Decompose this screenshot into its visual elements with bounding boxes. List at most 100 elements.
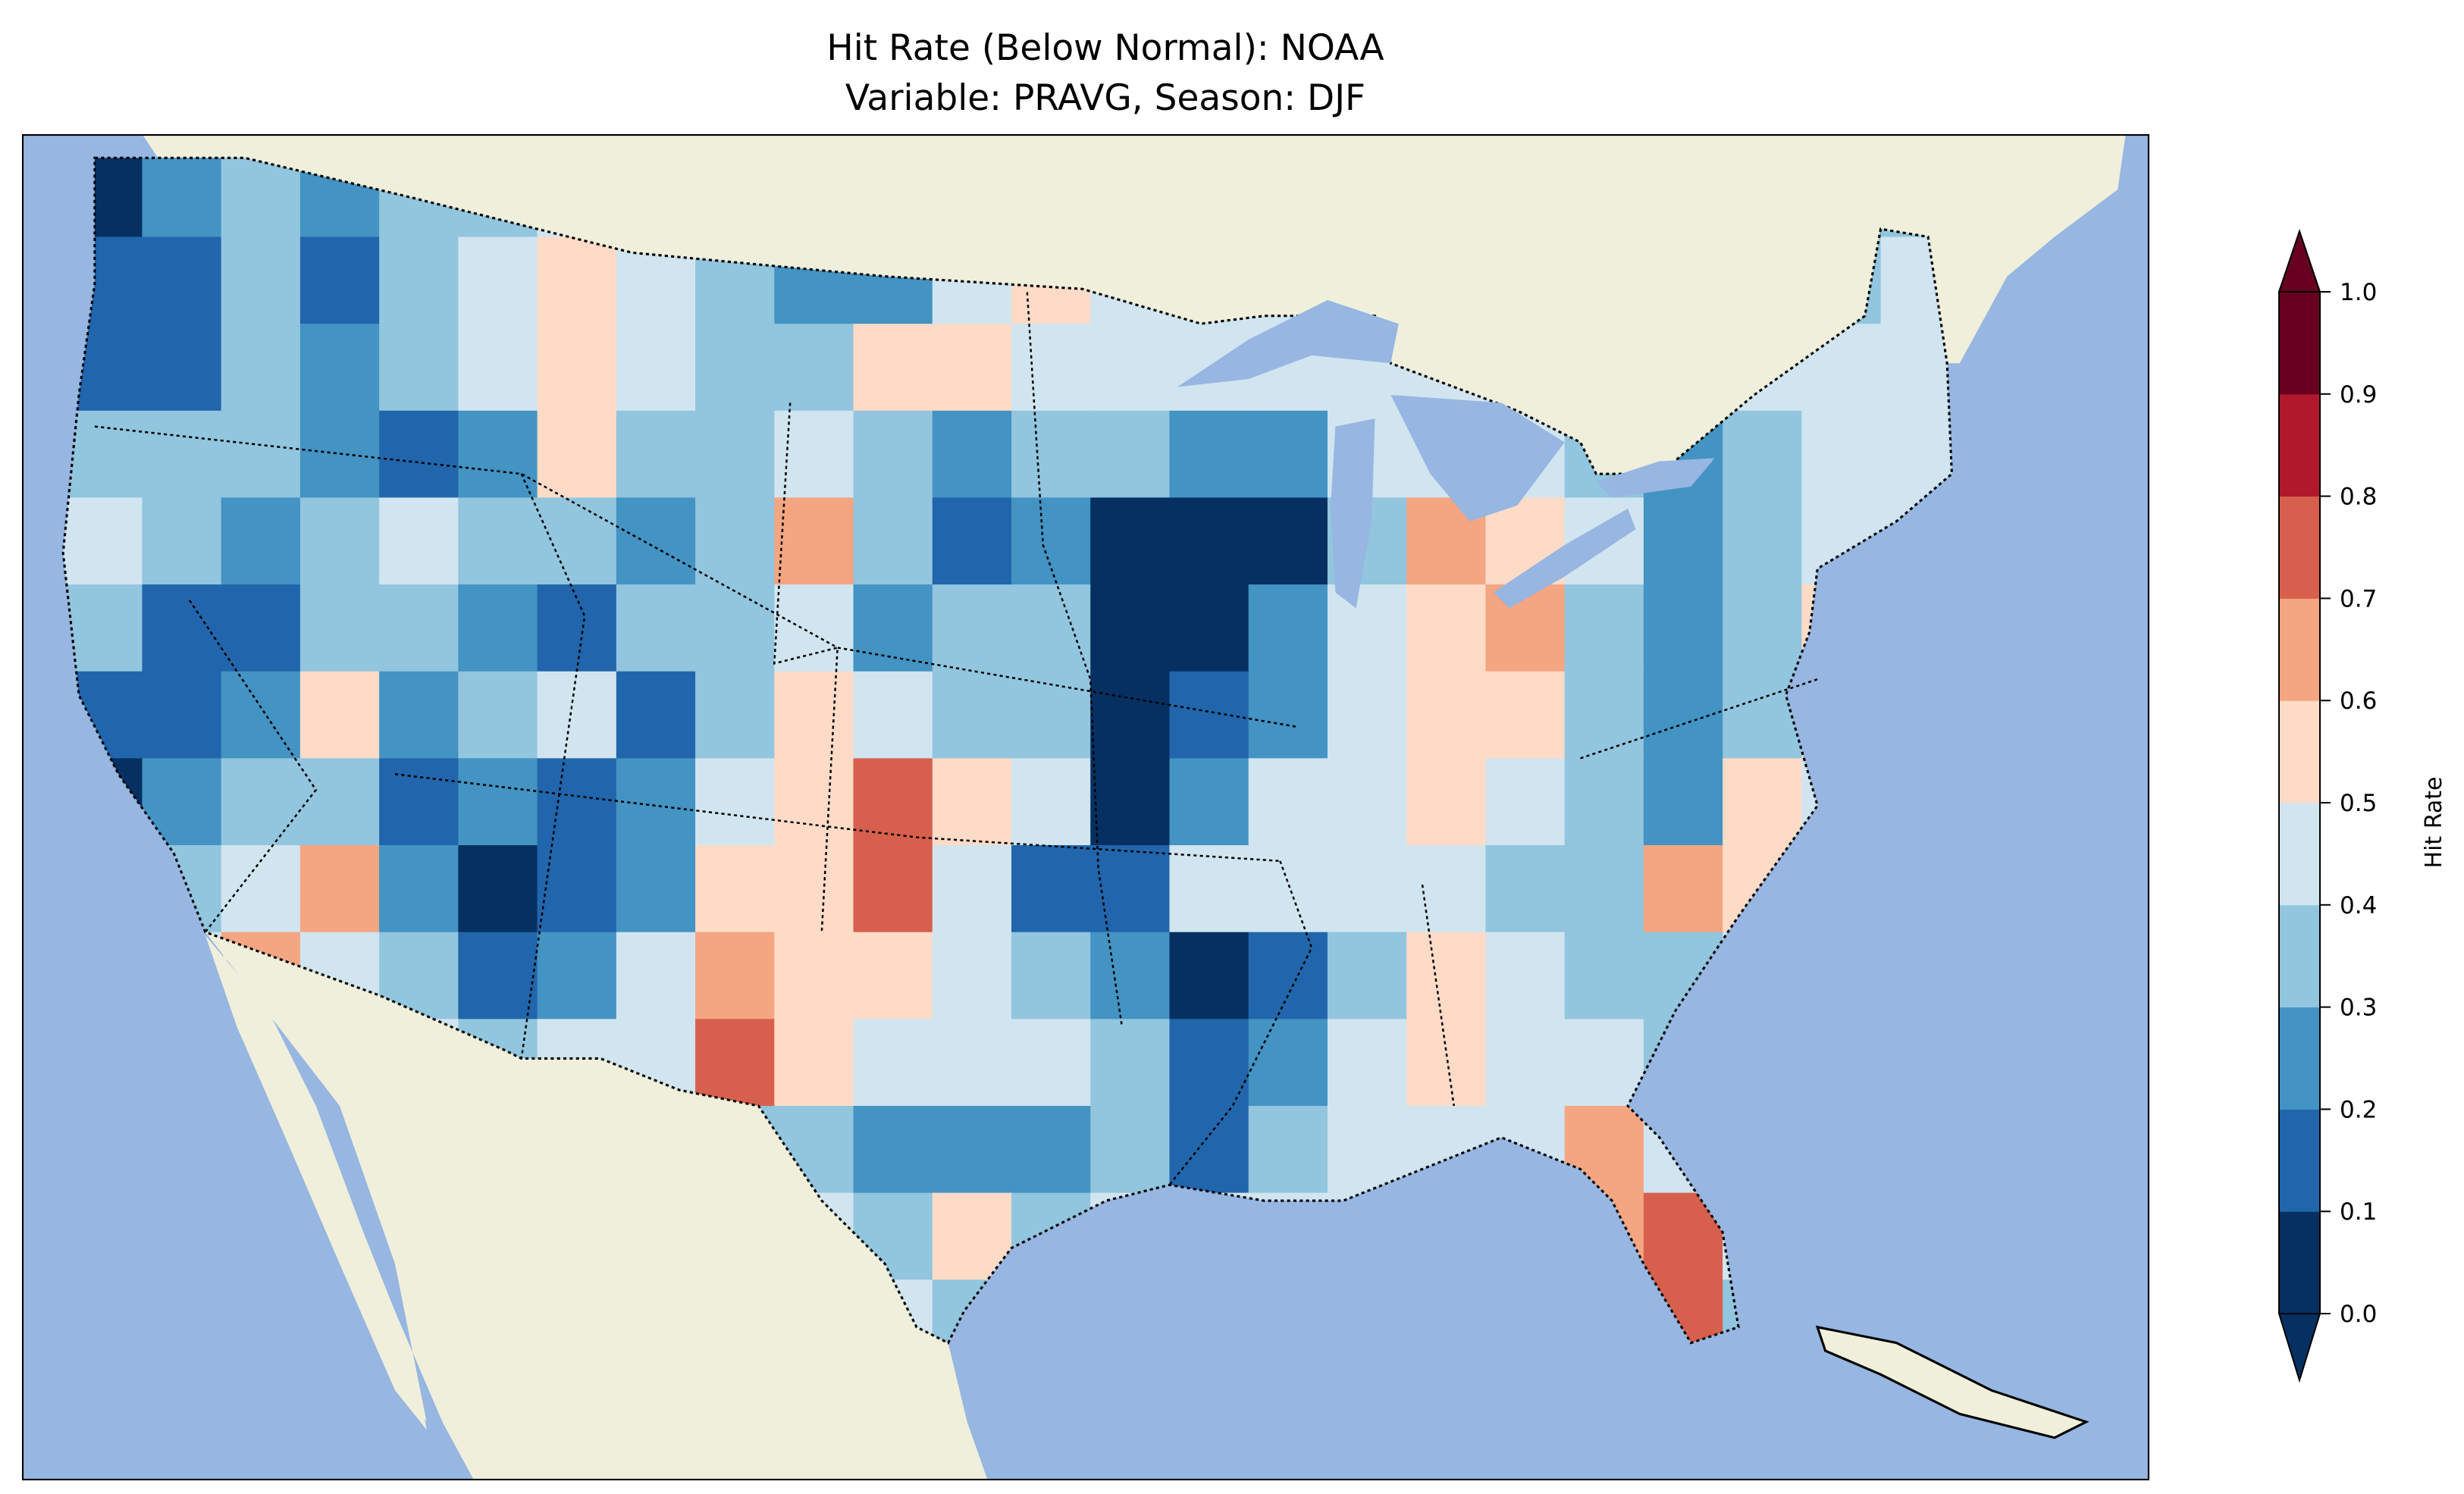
grid-cell xyxy=(458,410,538,499)
grid-cell xyxy=(379,497,459,586)
grid-cell xyxy=(221,158,301,238)
grid-cell xyxy=(1090,497,1171,586)
grid-cell xyxy=(379,236,459,325)
grid-cell xyxy=(695,1019,776,1107)
colorbar-band xyxy=(2279,803,2320,906)
grid-cell xyxy=(1090,845,1171,933)
grid-cell xyxy=(1485,932,1566,1020)
grid-cell xyxy=(1248,1019,1329,1107)
chart-subtitle: Variable: PRAVG, Season: DJF xyxy=(845,77,1366,119)
grid-cell xyxy=(1169,410,1249,499)
grid-cell xyxy=(1011,324,1092,412)
grid-cell xyxy=(1327,758,1408,847)
lake-erie xyxy=(1493,509,1636,609)
grid-cell xyxy=(299,845,381,933)
grid-cell xyxy=(1643,497,1724,586)
grid-cell xyxy=(1169,671,1249,760)
grid-cell xyxy=(1169,1019,1249,1107)
grid-cell xyxy=(853,758,933,847)
grid-cell xyxy=(221,236,301,325)
grid-cell xyxy=(142,410,222,499)
grid-cell xyxy=(616,584,697,672)
colorbar-band xyxy=(2279,1211,2320,1314)
grid-cell xyxy=(616,410,697,499)
grid-cell xyxy=(1248,497,1329,586)
grid-cell xyxy=(458,236,538,325)
grid-cell xyxy=(537,497,617,586)
grid-cell xyxy=(695,324,776,412)
grid-cell xyxy=(1327,845,1408,933)
grid-cell xyxy=(932,584,1013,672)
grid-cell xyxy=(1485,671,1566,760)
colorbar-extend-max xyxy=(2277,228,2321,293)
canada-land xyxy=(142,134,2126,475)
grid-cell xyxy=(695,584,776,672)
colorbar-tick-label: 0.1 xyxy=(2340,1198,2377,1226)
colorbar-tick-label: 1.0 xyxy=(2340,279,2377,306)
grid-cell xyxy=(458,324,538,412)
grid-cell xyxy=(142,158,222,238)
state-lines xyxy=(94,292,1818,1185)
grid-cell xyxy=(1169,1105,1249,1194)
grid-cell xyxy=(537,410,617,499)
grid-cell xyxy=(221,497,301,586)
grid-cell xyxy=(616,671,697,760)
grid-cell xyxy=(1248,932,1329,1020)
grid-cell xyxy=(1011,671,1092,760)
grid-cell xyxy=(1327,584,1408,672)
grid-cell xyxy=(932,1019,1013,1107)
chart-title: Hit Rate (Below Normal): NOAA xyxy=(826,27,1384,69)
grid-cell xyxy=(853,845,933,933)
grid-cell xyxy=(853,497,933,586)
grid-cell xyxy=(774,584,854,672)
colorbar-tick-label: 0.6 xyxy=(2340,687,2377,715)
grid-cell xyxy=(695,932,776,1020)
colorbar-extend-min xyxy=(2277,1313,2321,1383)
grid-cell xyxy=(1327,1019,1408,1107)
grid-cell xyxy=(299,758,381,847)
grid-cell xyxy=(932,671,1013,760)
grid-cell xyxy=(537,671,617,760)
grid-cell xyxy=(379,324,459,412)
grid-cell xyxy=(853,410,933,499)
grid-cell xyxy=(537,932,617,1020)
grid-cell xyxy=(695,497,776,586)
lake-superior xyxy=(1177,299,1399,387)
grid-cell xyxy=(1723,758,1803,847)
grid-cell xyxy=(537,758,617,847)
grid-cell xyxy=(1248,845,1329,933)
grid-cell xyxy=(1643,584,1724,672)
grid-cell xyxy=(299,584,381,672)
grid-cell xyxy=(1169,497,1249,586)
grid-cell xyxy=(853,932,933,1020)
grid-cell xyxy=(142,671,222,760)
grid-cell xyxy=(299,324,381,412)
grid-cell xyxy=(1564,671,1644,760)
colorbar-tick-label: 0.2 xyxy=(2340,1096,2377,1123)
grid-cell xyxy=(1485,758,1566,847)
grid-cell xyxy=(458,845,538,933)
grid-cell xyxy=(1169,758,1249,847)
grid-cell xyxy=(1248,410,1329,499)
grid-cell xyxy=(1011,410,1092,499)
grid-cell xyxy=(1248,1105,1329,1194)
grid-cell xyxy=(458,758,538,847)
grid-cell xyxy=(1643,845,1724,933)
grid-cell xyxy=(1880,324,1952,412)
colorbar-band xyxy=(2279,700,2320,803)
grid-cell xyxy=(458,497,538,586)
grid-cell xyxy=(458,932,538,1020)
grid-cell xyxy=(853,1105,933,1194)
lake-ontario xyxy=(1596,458,1715,498)
colorbar-tick-label: 0.7 xyxy=(2340,585,2377,612)
colorbar-band xyxy=(2279,598,2320,701)
grid-cell xyxy=(1485,584,1566,672)
grid-cell xyxy=(616,845,697,933)
colorbar-tick-label: 0.9 xyxy=(2340,381,2377,409)
grid-cell xyxy=(379,410,459,499)
grid-cell xyxy=(221,845,301,933)
grid-cell xyxy=(1327,1105,1408,1194)
grid-cell xyxy=(1643,758,1724,847)
colorbar-tick-label: 0.4 xyxy=(2340,892,2377,919)
grid-cell xyxy=(63,584,143,672)
